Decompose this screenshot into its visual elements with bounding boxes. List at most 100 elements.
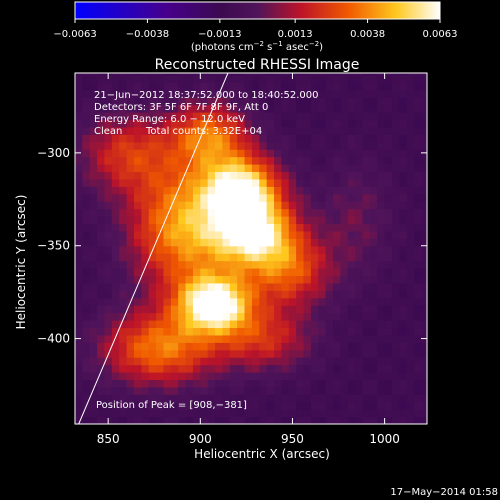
- heatmap-cell: [170, 230, 179, 239]
- heatmap-cell: [89, 379, 98, 388]
- heatmap-cell: [111, 372, 120, 381]
- heatmap-cell: [215, 260, 224, 269]
- heatmap-cell: [259, 320, 268, 329]
- heatmap-cell: [200, 164, 209, 173]
- heatmap-cell: [384, 201, 393, 210]
- heatmap-cell: [310, 357, 319, 366]
- heatmap-cell: [229, 134, 238, 143]
- heatmap-cell: [266, 112, 275, 121]
- heatmap-cell: [222, 275, 231, 284]
- heatmap-cell: [163, 312, 172, 321]
- heatmap-cell: [391, 275, 400, 284]
- heatmap-cell: [185, 394, 194, 403]
- heatmap-cell: [215, 149, 224, 158]
- heatmap-cell: [229, 416, 238, 424]
- heatmap-cell: [178, 186, 187, 195]
- heatmap-cell: [259, 282, 268, 291]
- heatmap-cell: [244, 290, 253, 299]
- heatmap-cell: [207, 394, 216, 403]
- heatmap-cell: [170, 394, 179, 403]
- heatmap-cell: [156, 104, 165, 113]
- heatmap-cell: [222, 238, 231, 247]
- heatmap-cell: [141, 320, 150, 329]
- heatmap-cell: [296, 297, 305, 306]
- heatmap-cell: [222, 134, 231, 143]
- heatmap-cell: [119, 253, 128, 262]
- heatmap-cell: [104, 119, 113, 128]
- heatmap-cell: [170, 260, 179, 269]
- heatmap-cell: [89, 230, 98, 239]
- heatmap-cell: [111, 186, 120, 195]
- heatmap-cell: [259, 312, 268, 321]
- heatmap-cell: [229, 320, 238, 329]
- heatmap-cell: [266, 178, 275, 187]
- heatmap-cell: [384, 282, 393, 291]
- heatmap-cell: [178, 334, 187, 343]
- heatmap-cell: [104, 401, 113, 410]
- heatmap-cell: [274, 112, 283, 121]
- heatmap-cell: [369, 312, 378, 321]
- heatmap-cell: [141, 349, 150, 358]
- heatmap-cell: [111, 164, 120, 173]
- heatmap-cell: [325, 186, 334, 195]
- heatmap-cell: [119, 119, 128, 128]
- heatmap-cell: [421, 82, 427, 91]
- heatmap-cell: [133, 149, 142, 158]
- heatmap-cell: [185, 134, 194, 143]
- heatmap-cell: [75, 89, 83, 98]
- heatmap-cell: [377, 223, 386, 232]
- heatmap-cell: [281, 305, 290, 314]
- heatmap-cell: [133, 357, 142, 366]
- heatmap-cell: [244, 253, 253, 262]
- heatmap-cell: [133, 401, 142, 410]
- heatmap-cell: [244, 193, 253, 202]
- heatmap-cell: [251, 97, 260, 106]
- heatmap-cell: [200, 327, 209, 336]
- y-axis-ticks: −300−350−400: [37, 146, 427, 346]
- heatmap-cell: [251, 171, 260, 180]
- heatmap-cell: [148, 178, 157, 187]
- heatmap-cell: [369, 349, 378, 358]
- heatmap-cell: [185, 193, 194, 202]
- heatmap-cell: [281, 253, 290, 262]
- heatmap-cell: [369, 401, 378, 410]
- heatmap-cell: [406, 238, 415, 247]
- heatmap-cell: [318, 171, 327, 180]
- heatmap-cell: [133, 141, 142, 150]
- heatmap-cell: [170, 275, 179, 284]
- heatmap-cell: [347, 104, 356, 113]
- heatmap-cell: [288, 186, 297, 195]
- heatmap-cell: [141, 216, 150, 225]
- heatmap-cell: [266, 89, 275, 98]
- heatmap-cell: [133, 245, 142, 254]
- heatmap-cell: [89, 104, 98, 113]
- heatmap-cell: [229, 379, 238, 388]
- heatmap-cell: [310, 260, 319, 269]
- heatmap-cell: [333, 201, 341, 210]
- heatmap-cell: [377, 178, 386, 187]
- heatmap-cell: [340, 253, 349, 262]
- heatmap-cell: [399, 386, 408, 395]
- heatmap-cell: [75, 186, 83, 195]
- heatmap-cell: [369, 73, 378, 76]
- heatmap-cell: [288, 386, 297, 395]
- heatmap-cell: [362, 282, 371, 291]
- heatmap-cell: [266, 104, 275, 113]
- heatmap-cell: [200, 386, 209, 395]
- heatmap-cell: [237, 82, 246, 91]
- heatmap-cell: [362, 416, 371, 424]
- heatmap-cell: [185, 149, 194, 158]
- heatmap-cell: [126, 268, 135, 277]
- heatmap-cell: [362, 193, 371, 202]
- heatmap-cell: [148, 282, 157, 291]
- heatmap-cell: [310, 178, 319, 187]
- heatmap-cell: [111, 119, 120, 128]
- heatmap-cell: [126, 253, 135, 262]
- heatmap-cell: [82, 416, 91, 424]
- heatmap-cell: [251, 82, 260, 91]
- heatmap-cell: [421, 297, 427, 306]
- heatmap-cell: [89, 208, 98, 217]
- heatmap-cell: [333, 357, 341, 366]
- heatmap-cell: [244, 409, 253, 418]
- heatmap-cell: [119, 156, 128, 165]
